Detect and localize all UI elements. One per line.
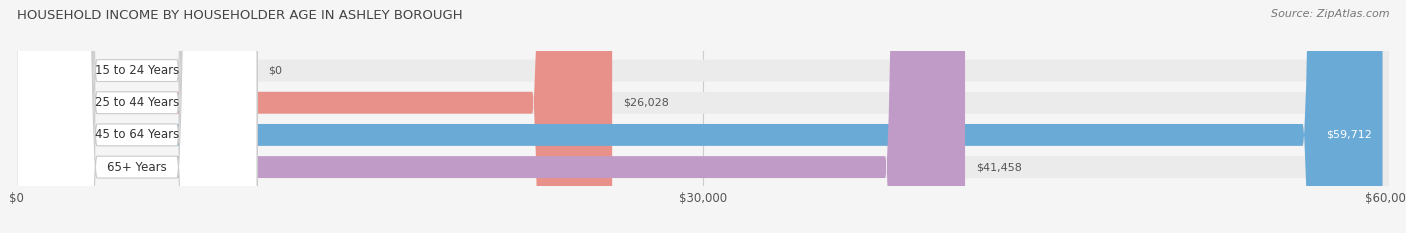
- Text: 25 to 44 Years: 25 to 44 Years: [94, 96, 179, 109]
- Text: $41,458: $41,458: [976, 162, 1022, 172]
- Text: HOUSEHOLD INCOME BY HOUSEHOLDER AGE IN ASHLEY BOROUGH: HOUSEHOLD INCOME BY HOUSEHOLDER AGE IN A…: [17, 9, 463, 22]
- Text: $59,712: $59,712: [1326, 130, 1372, 140]
- FancyBboxPatch shape: [17, 0, 257, 233]
- FancyBboxPatch shape: [17, 0, 1382, 233]
- FancyBboxPatch shape: [17, 0, 1389, 233]
- Text: $0: $0: [269, 65, 283, 75]
- Text: 15 to 24 Years: 15 to 24 Years: [94, 64, 179, 77]
- Text: 45 to 64 Years: 45 to 64 Years: [94, 128, 179, 141]
- Text: 65+ Years: 65+ Years: [107, 161, 167, 174]
- FancyBboxPatch shape: [17, 0, 257, 233]
- FancyBboxPatch shape: [17, 0, 257, 233]
- FancyBboxPatch shape: [17, 0, 257, 233]
- FancyBboxPatch shape: [17, 0, 1389, 233]
- Text: Source: ZipAtlas.com: Source: ZipAtlas.com: [1271, 9, 1389, 19]
- FancyBboxPatch shape: [17, 0, 612, 233]
- Text: $26,028: $26,028: [623, 98, 669, 108]
- FancyBboxPatch shape: [17, 0, 1389, 233]
- FancyBboxPatch shape: [17, 0, 1389, 233]
- FancyBboxPatch shape: [17, 0, 965, 233]
